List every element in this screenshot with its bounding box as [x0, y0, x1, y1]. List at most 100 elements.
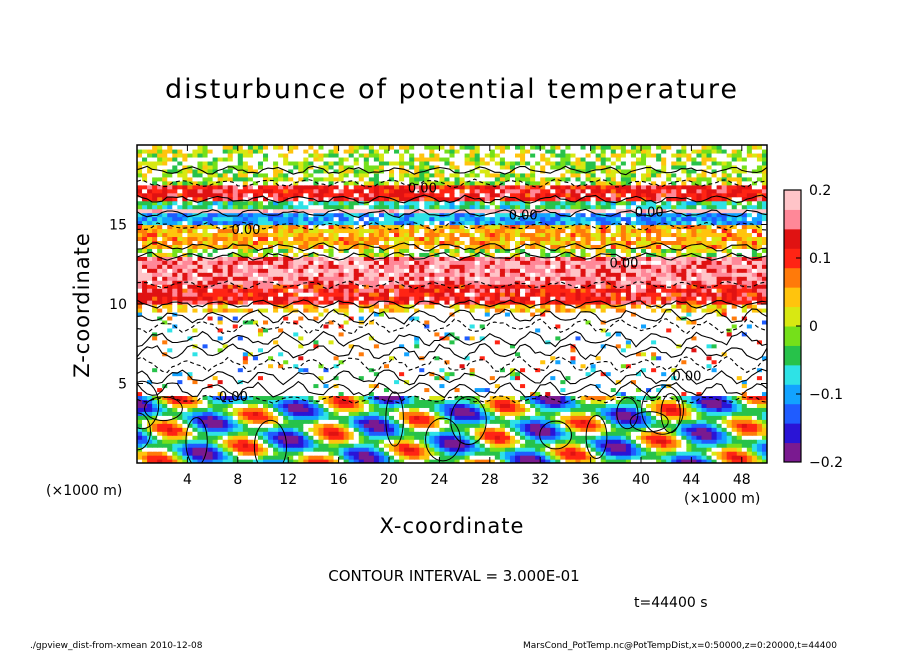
heatmap-cell [257, 347, 264, 353]
heatmap-cell [404, 379, 410, 385]
heatmap-cell [671, 411, 677, 416]
heatmap-cell [550, 411, 556, 416]
heatmap-cell [142, 327, 148, 333]
heatmap-cell [681, 351, 687, 357]
heatmap-cell [504, 335, 511, 341]
heatmap-cell [358, 387, 365, 393]
heatmap-cell [162, 439, 168, 444]
heatmap-cell [560, 367, 566, 373]
heatmap-cell [424, 439, 430, 444]
heatmap-cell [761, 363, 767, 369]
heatmap-cell [696, 379, 703, 385]
heatmap-cell [252, 375, 259, 381]
heatmap-cell [157, 319, 163, 325]
heatmap-cell [575, 363, 582, 369]
heatmap-cell [338, 455, 345, 460]
heatmap-cell [706, 423, 713, 428]
heatmap-cell [298, 459, 304, 463]
heatmap-cell [686, 315, 692, 321]
heatmap-cell [696, 435, 703, 440]
heatmap-cell [731, 331, 738, 337]
heatmap-cell [383, 399, 390, 404]
heatmap-cell [625, 351, 632, 357]
heatmap-cell [676, 307, 682, 313]
heatmap-cell [515, 311, 521, 317]
heatmap-cell [328, 423, 335, 428]
heatmap-cell [273, 315, 279, 321]
heatmap-cell [736, 443, 743, 448]
heatmap-cell [449, 423, 456, 428]
heatmap-cell [661, 411, 667, 416]
heatmap-cell [257, 331, 264, 337]
heatmap-cell [298, 339, 304, 345]
heatmap-cell [459, 323, 466, 329]
heatmap-cell [555, 455, 561, 460]
heatmap-cell [378, 423, 385, 428]
heatmap-cell [676, 451, 682, 456]
heatmap-cell [404, 447, 410, 452]
heatmap-cell [268, 427, 274, 432]
heatmap-cell [247, 427, 254, 432]
heatmap-cell [414, 359, 420, 365]
heatmap-cell [444, 371, 451, 377]
heatmap-cell [515, 331, 521, 337]
heatmap-cell [731, 371, 738, 377]
heatmap-cell [686, 363, 692, 369]
heatmap-cell [222, 395, 229, 401]
heatmap-cell [656, 343, 662, 349]
heatmap-cell [494, 339, 501, 345]
heatmap-cell [646, 351, 652, 357]
heatmap-cell [570, 419, 577, 424]
heatmap-cell [323, 391, 330, 397]
heatmap-cell [212, 403, 219, 408]
heatmap-cell [630, 427, 637, 432]
heatmap-cell [761, 355, 767, 361]
heatmap-cell [333, 403, 340, 408]
heatmap-cell [288, 395, 294, 401]
heatmap-cell [278, 311, 284, 317]
heatmap-cell [545, 351, 551, 357]
heatmap-cell [570, 367, 577, 373]
heatmap-cell [565, 431, 572, 436]
heatmap-cell [620, 443, 627, 448]
heatmap-cell [515, 407, 521, 412]
heatmap-cell [212, 327, 219, 333]
heatmap-cell [661, 395, 667, 401]
heatmap-cell [751, 363, 758, 369]
heatmap-cell [293, 431, 299, 436]
heatmap-cell [499, 439, 506, 444]
heatmap-cell [439, 427, 446, 432]
heatmap-cell [585, 343, 592, 349]
heatmap-cell [137, 371, 143, 377]
heatmap-cell [484, 423, 491, 428]
heatmap-cell [686, 387, 692, 393]
heatmap-cell [696, 427, 703, 432]
heatmap-cell [273, 459, 279, 463]
heatmap-cell [242, 307, 249, 313]
heatmap-cell [152, 407, 158, 412]
heatmap-cell [535, 407, 541, 412]
heatmap-cell [509, 411, 516, 416]
heatmap-cell [414, 363, 420, 369]
heatmap-cell [681, 343, 687, 349]
heatmap-cell [257, 431, 264, 436]
heatmap-cell [711, 379, 718, 385]
heatmap-cell [197, 387, 204, 393]
heatmap-cell [303, 451, 309, 456]
heatmap-cell [671, 447, 677, 452]
heatmap-cell [247, 435, 254, 440]
heatmap-cell [187, 339, 194, 345]
heatmap-cell [746, 415, 753, 420]
heatmap-cell [716, 331, 723, 337]
heatmap-cell [691, 427, 698, 432]
heatmap-cell [444, 399, 451, 404]
heatmap-cell [444, 455, 451, 460]
heatmap-cell [273, 435, 279, 440]
heatmap-cell [646, 391, 652, 397]
heatmap-cell [394, 307, 400, 313]
heatmap-cell [177, 347, 183, 353]
heatmap-cell [751, 311, 758, 317]
heatmap-cell [620, 435, 627, 440]
heatmap-cell [656, 339, 662, 345]
heatmap-cell [641, 323, 647, 329]
